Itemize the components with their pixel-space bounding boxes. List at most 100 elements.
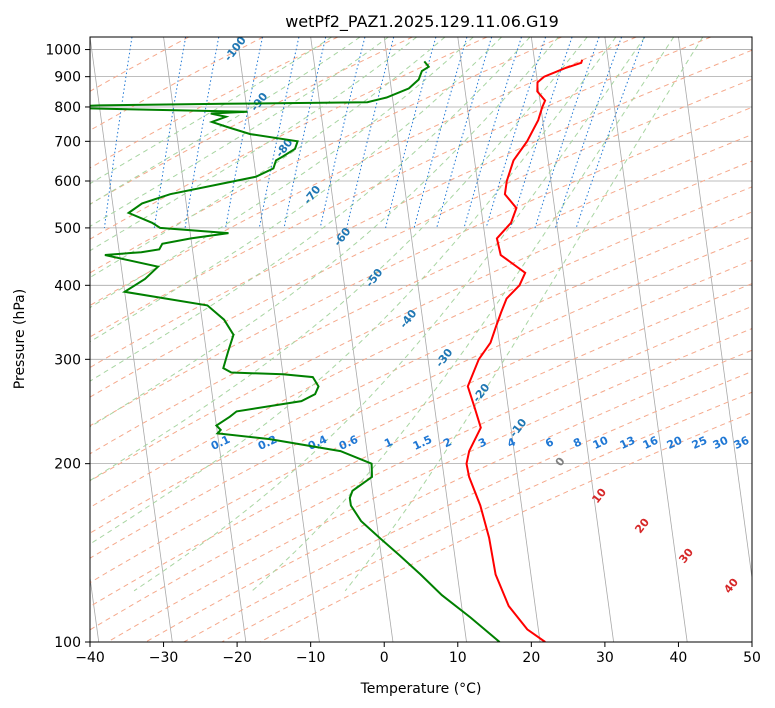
x-tick-label: 30	[596, 650, 614, 666]
dry-adiabat-line	[90, 37, 339, 169]
mixing-ratio-line	[436, 37, 493, 229]
moist-adiabat-label: 0	[553, 455, 568, 469]
mixing-ratio-line	[509, 37, 573, 229]
mixing-ratio-label: 0.2	[256, 433, 279, 453]
y-tick-label: 800	[54, 100, 81, 116]
isotherm-line	[457, 37, 541, 642]
mixing-ratio-label: 1.5	[411, 433, 434, 453]
x-tick-label: −10	[296, 650, 326, 666]
background-lines	[58, 37, 752, 642]
isotherm-line	[163, 37, 247, 642]
dry-adiabat-label: -70	[301, 183, 324, 207]
dry-adiabat-line	[90, 134, 752, 455]
moist-adiabat-line	[90, 37, 446, 279]
moist-adiabat-line	[90, 37, 361, 205]
x-tick-label: −30	[149, 650, 179, 666]
isotherm-line	[383, 37, 467, 642]
y-tick-label: 1000	[45, 43, 81, 59]
x-axis-label: Temperature (°C)	[360, 681, 482, 697]
x-tick-label: 40	[670, 650, 688, 666]
y-axis: 100 200 300 400 500 600 700 800 900 1000	[45, 43, 90, 651]
mixing-ratio-line	[346, 37, 395, 229]
dry-adiabat-line	[107, 327, 752, 642]
mixing-ratio-line	[58, 37, 82, 228]
dry-adiabat-line	[90, 37, 264, 131]
chart-title: wetPf2_PAZ1.2025.129.11.06.G19	[285, 12, 559, 32]
y-tick-label: 500	[54, 221, 81, 237]
mixing-ratio-line	[103, 37, 133, 228]
y-tick-label: 700	[54, 134, 81, 150]
mixing-ratio-line	[385, 37, 437, 229]
dry-adiabat-line	[90, 305, 752, 631]
mixing-ratio-label: 30	[711, 434, 731, 452]
dry-adiabat-label: -60	[331, 225, 354, 249]
mixing-ratio-line	[258, 37, 300, 228]
x-tick-label: 10	[449, 650, 467, 666]
dry-adiabat-line	[90, 259, 752, 584]
x-tick-label: −40	[75, 650, 105, 666]
moist-adiabat-line	[90, 37, 559, 428]
y-tick-label: 100	[54, 635, 81, 651]
y-tick-label: 900	[54, 70, 81, 86]
mixing-ratio-label: 6	[543, 435, 556, 450]
mixing-ratio-label: 36	[732, 434, 752, 452]
temperature-profile	[465, 59, 584, 642]
moist-adiabat-label: 20	[632, 516, 652, 536]
moist-adiabat-line	[344, 37, 704, 592]
dry-adiabat-line	[90, 37, 413, 205]
moist-adiabat-line	[90, 37, 418, 252]
mixing-ratio-label: 10	[591, 434, 611, 452]
dry-adiabat-line	[90, 49, 752, 369]
y-axis-label: Pressure (hPa)	[12, 289, 28, 389]
y-tick-label: 400	[54, 278, 81, 294]
mixing-ratio-line	[575, 37, 645, 229]
plot-frame	[89, 36, 753, 643]
dry-adiabat-label: -40	[397, 307, 420, 331]
dry-adiabat-line	[183, 370, 752, 642]
mixing-ratio-label: 13	[618, 434, 637, 452]
dry-adiabat-line	[90, 78, 752, 398]
profiles	[90, 59, 584, 642]
mixing-ratio-line	[534, 37, 600, 229]
dewpoint-profile	[90, 60, 501, 642]
moist-adiabat-line	[90, 37, 389, 227]
y-tick-label: 600	[54, 174, 81, 190]
x-tick-label: 20	[522, 650, 540, 666]
mixing-ratio-line	[319, 37, 366, 229]
mixing-ratio-label: 20	[665, 434, 685, 452]
y-tick-label: 200	[54, 457, 81, 473]
isotherm-line	[90, 574, 100, 642]
isotherm-line	[751, 37, 752, 40]
isotherm-line	[530, 37, 615, 642]
mixing-ratio-label: 1	[382, 435, 394, 450]
mixing-ratio-line	[554, 37, 623, 229]
dry-adiabat-line	[259, 411, 752, 642]
isotherm-line	[604, 37, 688, 642]
x-axis: −40 −30 −20 −10 0 10 20 30 40 50	[75, 642, 761, 666]
moist-adiabat-label: 40	[721, 576, 741, 596]
moist-adiabat-label: 30	[676, 546, 696, 566]
mixing-ratio-label: 16	[641, 434, 661, 452]
moist-adiabat-line	[90, 37, 588, 482]
dry-adiabat-label: -50	[363, 266, 386, 290]
mixing-ratio-line	[283, 37, 327, 228]
mixing-ratio-label: 0.1	[209, 433, 232, 453]
mixing-ratio-line	[413, 37, 468, 229]
moist-adiabat-line	[90, 37, 474, 309]
mixing-ratio-line	[225, 37, 263, 228]
moist-adiabat-line	[251, 37, 675, 592]
mixing-ratio-label: 0.6	[337, 433, 360, 453]
isotherm-line	[678, 37, 752, 581]
mixing-ratio-line	[153, 37, 187, 228]
mixing-ratio-line	[463, 37, 522, 229]
dry-adiabat-line	[90, 37, 637, 306]
mixing-ratio-label: 25	[690, 434, 709, 452]
x-tick-label: −20	[222, 650, 252, 666]
moist-adiabat-line	[133, 37, 646, 592]
isotherm-line	[90, 37, 173, 642]
mixing-ratio-line	[485, 37, 547, 229]
dry-adiabat-line	[90, 160, 752, 482]
y-tick-label: 300	[54, 352, 81, 368]
dry-adiabat-line	[90, 235, 752, 559]
isotherm-line	[236, 37, 320, 642]
